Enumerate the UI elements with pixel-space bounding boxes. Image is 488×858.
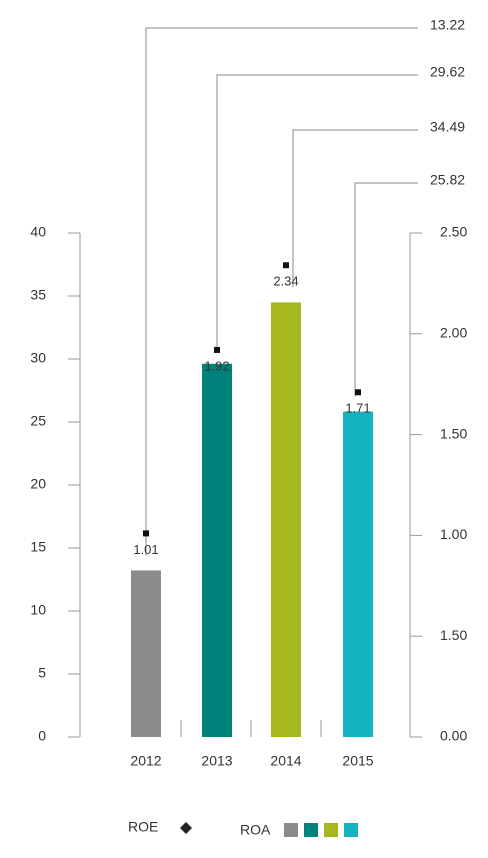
leader-line (145, 27, 418, 556)
y-tick-label: 35 (30, 287, 46, 303)
data-label: 34.49 (430, 119, 465, 135)
y-tick-label: 25 (30, 413, 46, 429)
y2-tick-label: 1.00 (440, 526, 467, 542)
bar (271, 302, 301, 737)
legend-swatch (304, 823, 318, 837)
legend-label: ROA (240, 822, 271, 838)
point (214, 346, 220, 353)
legend-swatch (344, 823, 358, 837)
y-tick-label: 10 (30, 602, 46, 618)
x-tick-label: 2015 (342, 753, 373, 769)
legend-swatch (284, 823, 298, 837)
legend-label: ROE (128, 819, 158, 835)
point-label: 1.71 (345, 401, 370, 416)
y-tick-label: 20 (30, 476, 46, 492)
legend-swatch (324, 823, 338, 837)
point (143, 530, 149, 537)
point-label: 1.01 (133, 542, 158, 557)
bar (343, 411, 373, 737)
y2-tick-label: 2.50 (440, 224, 467, 240)
y2-tick-label: 0.00 (440, 728, 467, 744)
point (355, 389, 361, 396)
legend-swatches (284, 823, 358, 837)
point-label: 2.34 (273, 274, 298, 289)
point (283, 262, 289, 269)
y-tick-label: 5 (38, 665, 46, 681)
x-tick-label: 2012 (130, 753, 161, 769)
y2-tick-label: 1.50 (440, 627, 467, 643)
y2-tick-label: 2.00 (440, 325, 467, 341)
y-tick-label: 0 (38, 728, 46, 744)
leader-line (216, 74, 418, 349)
x-tick-label: 2013 (201, 753, 232, 769)
y-tick-label: 15 (30, 539, 46, 555)
bar (131, 570, 161, 737)
y-tick-label: 30 (30, 350, 46, 366)
data-label: 29.62 (430, 64, 465, 80)
leader-line (292, 129, 418, 288)
y-tick-label: 40 (30, 224, 46, 240)
bar (202, 363, 232, 737)
y2-tick-label: 1.50 (440, 425, 467, 441)
leader-line (354, 182, 418, 397)
point-label: 1.92 (204, 358, 229, 373)
data-label: 25.82 (430, 172, 465, 188)
legend-marker (180, 822, 192, 834)
x-tick-label: 2014 (270, 753, 301, 769)
data-label: 13.22 (430, 17, 465, 33)
